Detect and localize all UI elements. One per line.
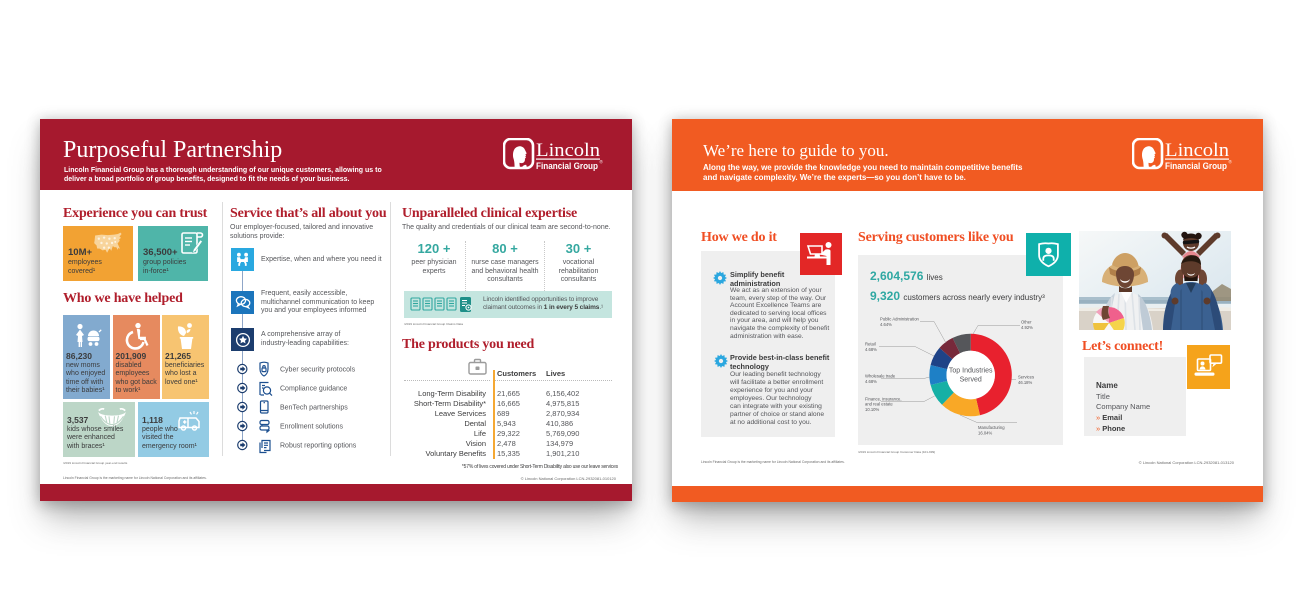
svg-text:®: ® [600, 159, 604, 165]
svg-text:4.68%: 4.68% [865, 379, 877, 384]
svg-text:Lincoln: Lincoln [536, 141, 600, 161]
svg-text:Lincoln: Lincoln [1165, 141, 1229, 161]
svg-text:Wholesale trade: Wholesale trade [865, 374, 896, 379]
svg-text:10.10%: 10.10% [865, 407, 879, 412]
svg-text:Manufacturing: Manufacturing [978, 425, 1005, 430]
svg-text:Services: Services [1018, 375, 1034, 380]
svg-text:Retail: Retail [865, 342, 876, 347]
svg-text:Top Industries: Top Industries [949, 368, 993, 375]
svg-text:16.04%: 16.04% [978, 431, 992, 436]
svg-text:®: ® [1229, 159, 1233, 165]
svg-text:Financial Group: Financial Group [536, 161, 598, 171]
svg-text:46.18%: 46.18% [1018, 380, 1032, 385]
svg-text:4.92%: 4.92% [1021, 325, 1033, 330]
svg-text:Cyber security protocols: Cyber security protocols [280, 367, 356, 374]
svg-text:Robust reporting options: Robust reporting options [280, 443, 357, 450]
svg-text:Compliance guidance: Compliance guidance [280, 386, 347, 393]
svg-text:Other: Other [1021, 320, 1032, 325]
svg-text:Public Administration: Public Administration [880, 317, 920, 322]
svg-text:4.68%: 4.68% [865, 347, 877, 352]
svg-text:Served: Served [960, 377, 982, 384]
svg-text:4.64%: 4.64% [880, 322, 892, 327]
svg-text:Enrollment solutions: Enrollment solutions [280, 424, 344, 431]
svg-text:and real estate: and real estate [865, 402, 893, 407]
svg-text:BenTech partnerships: BenTech partnerships [280, 405, 348, 412]
svg-text:Finance, insurance,: Finance, insurance, [865, 397, 902, 402]
svg-text:Financial Group: Financial Group [1165, 161, 1227, 171]
